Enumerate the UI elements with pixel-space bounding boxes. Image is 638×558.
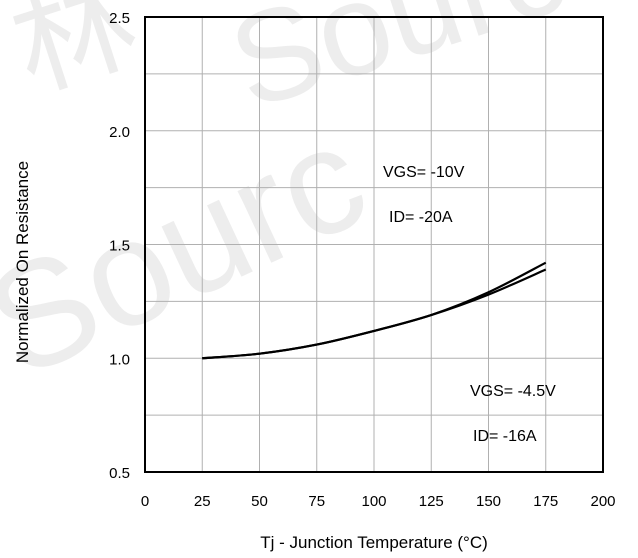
x-tick-label: 0: [141, 493, 149, 510]
x-tick-label: 150: [476, 493, 501, 510]
x-tick-label: 25: [194, 493, 211, 510]
svg-text:Sourc: Sourc: [0, 91, 389, 409]
y-tick-labels: 0.5 1.0 1.5 2.0 2.5: [109, 10, 130, 482]
x-tick-label: 100: [361, 493, 386, 510]
annotation-id-16a: ID= -16A: [473, 428, 537, 445]
x-tick-labels: 0 25 50 75 100 125 150 175 200: [141, 493, 616, 510]
plot-frame: [144, 16, 604, 473]
x-tick-label: 175: [533, 493, 558, 510]
y-tick-label: 1.0: [109, 351, 130, 368]
y-tick-label: 2.5: [109, 10, 130, 27]
annotation-vgs-10v: VGS= -10V: [383, 164, 465, 181]
y-axis-label: Normalized On Resistance: [13, 161, 32, 363]
x-axis-label: Tj - Junction Temperature (°C): [260, 533, 488, 552]
y-tick-label: 1.5: [109, 238, 130, 255]
x-tick-label: 125: [419, 493, 444, 510]
series-lines: [202, 261, 547, 360]
watermark: 林 Source Te Sourc: [0, 0, 638, 409]
series-line-1: [202, 268, 547, 360]
plot-border: [144, 16, 604, 473]
annotation-vgs-4-5v: VGS= -4.5V: [470, 383, 556, 400]
grid: [145, 17, 603, 472]
y-tick-label: 2.0: [109, 124, 130, 141]
y-tick-label: 0.5: [109, 465, 130, 482]
x-tick-label: 50: [251, 493, 268, 510]
annotation-id-20a: ID= -20A: [389, 209, 453, 226]
x-tick-label: 75: [308, 493, 325, 510]
x-tick-label: 200: [590, 493, 615, 510]
